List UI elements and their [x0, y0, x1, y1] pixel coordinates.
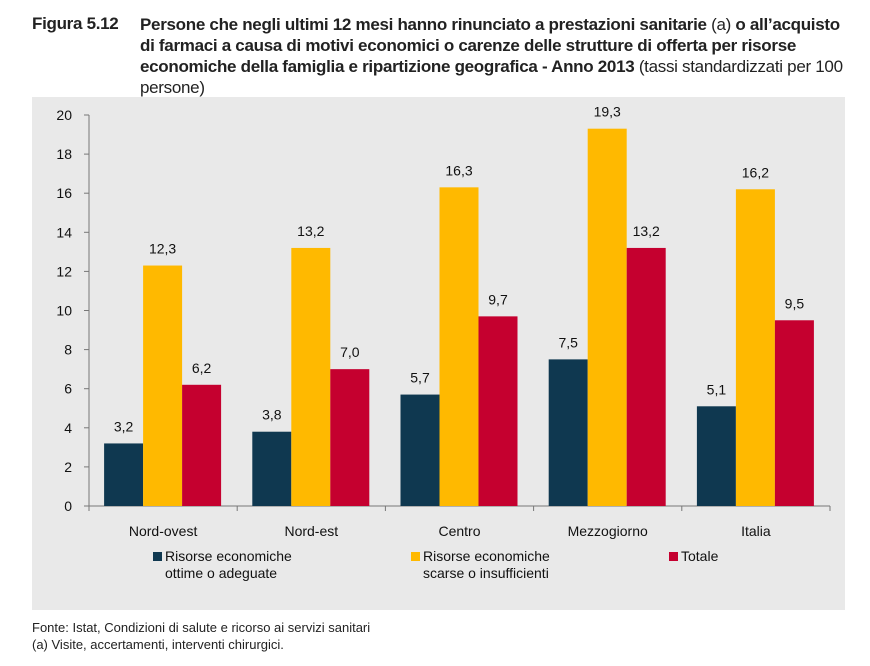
y-tick-label: 2 [64, 459, 72, 475]
source-note: Fonte: Istat, Condizioni di salute e ric… [32, 619, 370, 653]
bar [478, 316, 518, 506]
data-label: 16,2 [742, 164, 769, 180]
y-tick-label: 0 [64, 498, 72, 514]
bar [252, 431, 292, 506]
legend-label-scarse: Risorse economiche scarse o insufficienti [423, 548, 550, 581]
footnote-line: (a) Visite, accertamenti, interventi chi… [32, 637, 284, 652]
bar [291, 247, 331, 506]
data-label: 9,7 [488, 291, 508, 307]
bar [696, 406, 736, 506]
y-tick-label: 10 [56, 303, 72, 319]
bar [439, 187, 479, 506]
bar [143, 265, 183, 506]
x-category-label: Centro [438, 523, 480, 539]
legend-swatch-totale [669, 552, 678, 561]
data-label: 3,2 [114, 418, 134, 434]
data-label: 5,1 [707, 381, 727, 397]
x-category-label: Italia [741, 523, 771, 539]
x-category-label: Mezzogiorno [568, 523, 648, 539]
title-bold-part: Persone che negli ultimi 12 mesi hanno r… [140, 15, 707, 34]
y-tick-label: 12 [56, 263, 72, 279]
title-bold-part-2: o all’acquisto di farmaci a causa di mot… [140, 15, 840, 76]
legend-swatch-ottime [153, 552, 162, 561]
x-category-label: Nord-ovest [129, 523, 198, 539]
legend-label-ottime: Risorse economiche ottime o adeguate [165, 548, 292, 581]
bar [548, 359, 588, 506]
data-label: 12,3 [149, 241, 176, 257]
bar [182, 384, 222, 506]
data-label: 6,2 [192, 360, 212, 376]
source-line: Fonte: Istat, Condizioni di salute e ric… [32, 620, 371, 635]
legend-label-totale: Totale [681, 548, 719, 564]
bar [735, 189, 775, 507]
bar [774, 320, 814, 506]
data-label: 5,7 [410, 370, 430, 386]
bar [400, 394, 440, 506]
y-tick-label: 4 [64, 420, 72, 436]
y-tick-label: 18 [56, 146, 72, 162]
title-footnote-ref: (a) [706, 15, 736, 34]
data-label: 13,2 [297, 223, 324, 239]
bar [330, 369, 370, 506]
y-tick-label: 16 [56, 185, 72, 201]
bar [626, 247, 666, 506]
title-unit-note: (tassi standardizzati per 100 persone) [140, 57, 843, 97]
y-tick-label: 6 [64, 381, 72, 397]
y-tick-label: 14 [56, 224, 72, 240]
y-tick-label: 8 [64, 342, 72, 358]
x-category-label: Nord-est [284, 523, 338, 539]
figure-title: Persone che negli ultimi 12 mesi hanno r… [140, 14, 852, 98]
data-label: 13,2 [633, 223, 660, 239]
data-label: 9,5 [785, 295, 805, 311]
legend-swatch-scarse [411, 552, 420, 561]
y-tick-label: 20 [56, 107, 72, 123]
data-label: 19,3 [594, 104, 621, 120]
data-label: 7,0 [340, 344, 360, 360]
bar [104, 443, 144, 506]
figure-label: Figura 5.12 [32, 14, 119, 33]
data-label: 3,8 [262, 407, 282, 423]
data-label: 7,5 [558, 334, 578, 350]
bar [587, 128, 627, 506]
data-label: 16,3 [445, 162, 472, 178]
